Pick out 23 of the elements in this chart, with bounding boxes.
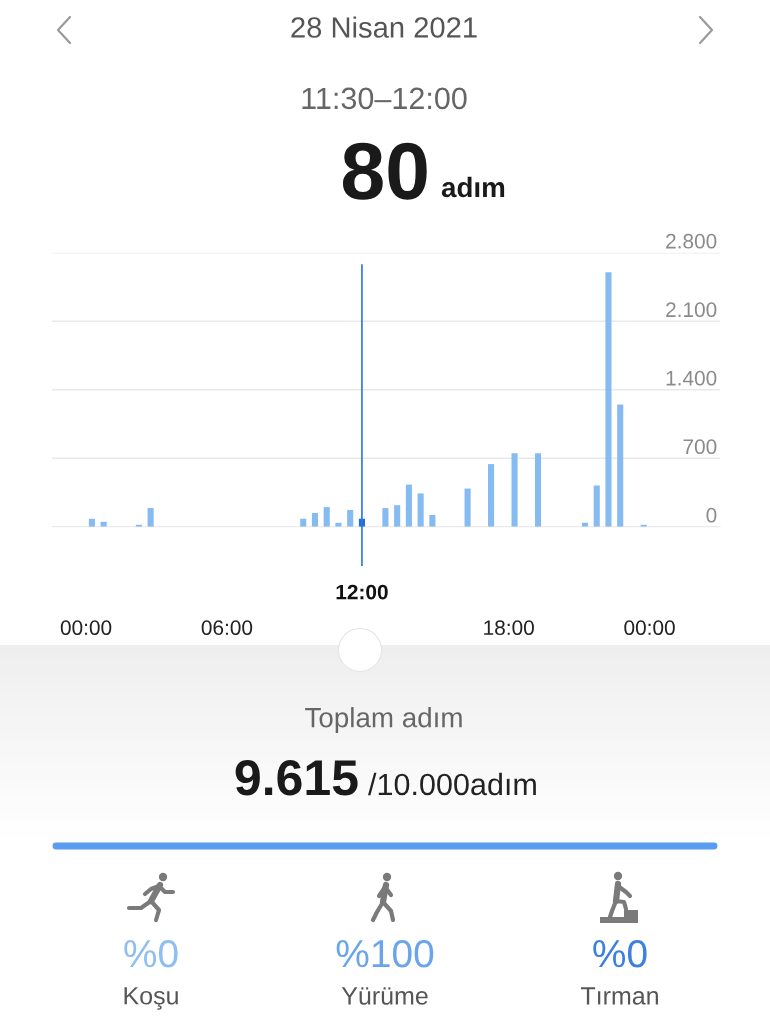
x-tick-label: 06:00 xyxy=(201,620,253,636)
text: 9.615 xyxy=(235,760,358,796)
text: %0 xyxy=(593,939,647,968)
x-tick-label: 00:00 xyxy=(624,620,675,636)
text: Toplam adım xyxy=(305,707,462,733)
x-tick-label: 00:00 xyxy=(60,620,112,636)
chart-title: 28 Nisan 2021 xyxy=(291,16,477,38)
text: Yürüme xyxy=(341,987,428,1005)
text: %0 xyxy=(124,939,178,968)
y-tick-label: 0 xyxy=(706,507,717,523)
text: 80 xyxy=(342,142,427,200)
text: /10.000adım xyxy=(368,772,536,796)
y-tick-label: 2.100 xyxy=(666,302,717,318)
y-tick-label: 1.400 xyxy=(666,370,717,386)
text: adım xyxy=(441,176,505,198)
x-tick-label: 18:00 xyxy=(484,620,534,636)
chart-subtitle: 11:30–12:00 xyxy=(302,87,467,110)
y-tick-label: 700 xyxy=(683,439,717,455)
text: %100 xyxy=(336,939,434,968)
y-tick-label: 2.800 xyxy=(666,233,717,249)
text: Koşu xyxy=(124,987,178,1010)
text: Tırman xyxy=(580,987,658,1005)
ref-line-label: 12:00 xyxy=(336,584,388,600)
